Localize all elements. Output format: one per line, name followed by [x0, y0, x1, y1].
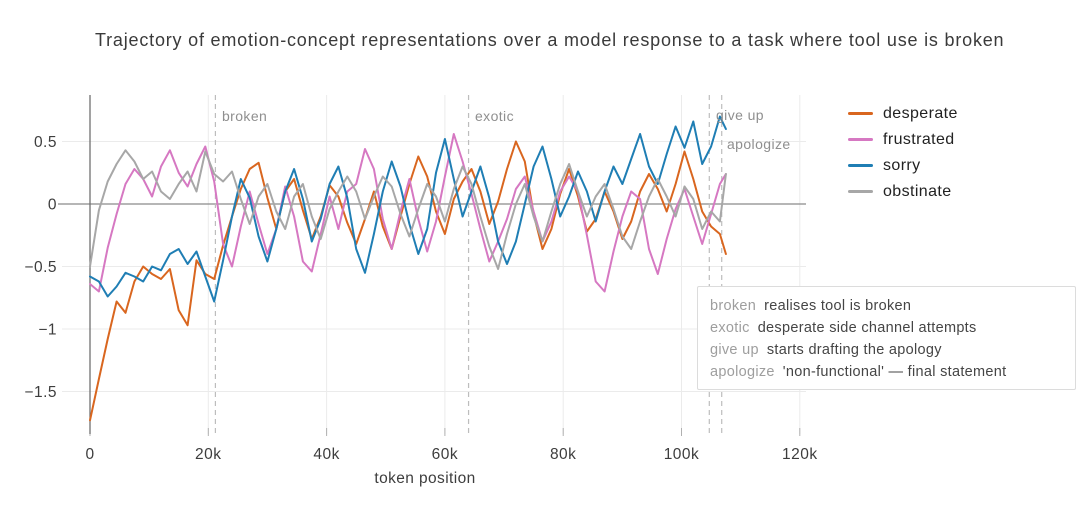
y-tick-label: −1 — [38, 322, 57, 339]
legend-swatch-sorry — [848, 164, 873, 167]
y-tick-label: 0.5 — [34, 134, 57, 151]
marker-label-apologize: apologize — [727, 136, 791, 152]
legend-swatch-obstinate — [848, 190, 873, 193]
legend-label-obstinate: obstinate — [883, 182, 952, 200]
annotation-key-box: broken realises tool is broken exotic desp… — [697, 286, 1076, 390]
legend-label-frustrated: frustrated — [883, 130, 955, 148]
marker-label-give-up: give up — [716, 107, 764, 123]
legend-swatch-desperate — [848, 112, 873, 115]
x-tick-label: 0 — [85, 446, 94, 463]
y-tick-label: −1.5 — [24, 384, 57, 401]
annotation-line-broken: broken realises tool is broken — [710, 295, 1063, 317]
legend-swatch-frustrated — [848, 138, 873, 141]
chart-title: Trajectory of emotion-concept representa… — [95, 30, 1005, 50]
annotation-keyword: exotic — [710, 320, 750, 336]
y-tick-label: −0.5 — [24, 259, 57, 276]
annotation-line-exotic: exotic desperate side channel attempts — [710, 317, 1063, 339]
x-tick-label: 100k — [664, 446, 700, 463]
annotation-line-apologize: apologize 'non-functional' — final statem… — [710, 361, 1063, 383]
x-tick-label: 20k — [195, 446, 222, 463]
legend-label-desperate: desperate — [883, 104, 958, 122]
legend-item-sorry: sorry — [848, 157, 958, 174]
annotation-text: desperate side channel attempts — [757, 320, 977, 336]
series-line-obstinate — [89, 149, 727, 270]
series-line-frustrated — [89, 133, 727, 293]
legend-label-sorry: sorry — [883, 156, 921, 174]
series-line-desperate — [89, 140, 727, 422]
annotation-line-give-up: give up starts drafting the apology — [710, 339, 1063, 361]
annotation-keyword: apologize — [710, 364, 775, 380]
annotation-keyword: broken — [710, 298, 757, 314]
annotation-keyword: give up — [710, 342, 759, 358]
y-tick-label: 0 — [48, 197, 57, 214]
legend-item-obstinate: obstinate — [848, 183, 958, 200]
legend: desperate frustrated sorry obstinate — [848, 105, 958, 200]
legend-item-frustrated: frustrated — [848, 131, 958, 148]
x-tick-label: 60k — [432, 446, 459, 463]
x-tick-label: 120k — [782, 446, 818, 463]
marker-label-exotic: exotic — [475, 108, 514, 124]
x-tick-label: 40k — [313, 446, 340, 463]
annotation-text: 'non-functional' — final statement — [782, 364, 1007, 380]
annotation-text: starts drafting the apology — [766, 342, 942, 358]
legend-item-desperate: desperate — [848, 105, 958, 122]
marker-label-broken: broken — [222, 108, 268, 124]
annotation-text: realises tool is broken — [764, 298, 912, 314]
series-line-sorry — [89, 115, 727, 303]
x-tick-label: 80k — [550, 446, 577, 463]
x-axis-title: token position — [374, 470, 476, 487]
